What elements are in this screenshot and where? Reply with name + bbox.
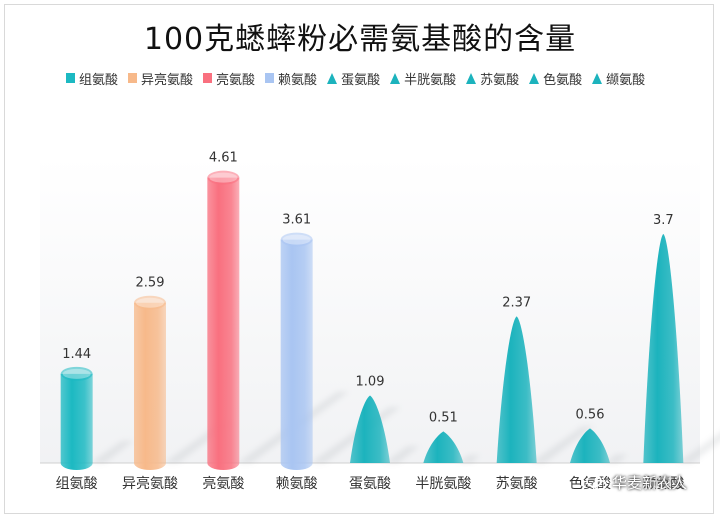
x-tick-label: 亮氨酸 <box>202 475 244 492</box>
legend-swatch <box>66 73 75 83</box>
legend-label: 亮氨酸 <box>216 72 256 88</box>
x-tick-label: 异亮氨酸 <box>122 475 178 492</box>
x-tick-label: 缬氨酸 <box>642 476 684 492</box>
legend-swatch <box>592 72 603 84</box>
bar-shadow <box>677 432 720 463</box>
bar-cap-highlight <box>282 234 311 245</box>
wechat-icon <box>586 474 607 490</box>
legend-swatch <box>529 72 540 84</box>
data-label: 3.7 <box>653 213 674 228</box>
bar-蛋氨酸 <box>350 395 390 463</box>
data-label: 3.61 <box>282 213 311 228</box>
bar-cap <box>134 295 166 310</box>
chart-legend: 组氨酸 异亮氨酸 亮氨酸 赖氨酸 蛋氨酸 半胱氨酸 苏氨酸 色氨酸 缬氨酸 <box>66 68 645 88</box>
legend-label: 半胱氨酸 <box>404 72 457 88</box>
legend-label: 组氨酸 <box>79 72 119 88</box>
bar-shadow <box>384 446 420 463</box>
x-tick-label: 苏氨酸 <box>496 476 538 492</box>
bar-cap <box>207 170 240 185</box>
chart-frame <box>4 4 714 514</box>
legend-item: 色氨酸 <box>529 69 582 88</box>
data-label: 4.61 <box>209 151 238 166</box>
bar-cap-highlight <box>209 172 238 183</box>
legend-item: 苏氨酸 <box>466 69 519 88</box>
bar-苏氨酸 <box>496 316 537 463</box>
chart-title: 100克蟋蟀粉必需氨基酸的含量 <box>143 22 577 57</box>
bar-亮氨酸 <box>207 177 240 471</box>
legend-label: 异亮氨酸 <box>141 72 194 88</box>
bar-cap <box>60 366 93 381</box>
legend-swatch <box>390 72 401 84</box>
legend-item: 赖氨酸 <box>265 69 317 88</box>
legend-item: 半胱氨酸 <box>390 69 456 88</box>
watermark: 华麦新农人 <box>586 472 687 493</box>
bar-shadow <box>530 426 595 463</box>
bar-cap <box>280 232 313 247</box>
bar-赖氨酸 <box>280 239 313 471</box>
legend-label: 蛋氨酸 <box>341 72 381 88</box>
legend-label: 赖氨酸 <box>278 72 318 88</box>
legend-item: 蛋氨酸 <box>327 69 380 88</box>
data-label: 1.44 <box>62 347 91 362</box>
legend-label: 缬氨酸 <box>606 72 646 88</box>
bar-shadow <box>90 440 134 463</box>
bar-异亮氨酸 <box>134 302 166 470</box>
bar-半胱氨酸 <box>423 431 464 463</box>
bar-组氨酸 <box>60 373 93 470</box>
legend-swatch <box>327 72 338 84</box>
bar-缬氨酸 <box>643 234 684 463</box>
bar-cap-highlight <box>62 368 91 379</box>
watermark-text: 华麦新农人 <box>612 474 688 492</box>
data-label: 0.51 <box>429 410 458 425</box>
legend-item: 亮氨酸 <box>203 69 255 88</box>
legend-label: 色氨酸 <box>543 72 583 88</box>
data-label: 2.59 <box>136 276 165 291</box>
legend-swatch <box>466 72 477 84</box>
legend-item: 组氨酸 <box>66 69 118 88</box>
data-label: 2.37 <box>502 295 531 310</box>
x-tick-label: 组氨酸 <box>56 476 98 492</box>
x-tick-label: 半胱氨酸 <box>415 476 471 492</box>
bar-shadow <box>457 455 481 463</box>
legend-swatch <box>128 73 138 83</box>
bar-色氨酸 <box>570 428 610 463</box>
bar-shadow <box>604 454 629 463</box>
legend-label: 苏氨酸 <box>480 72 520 88</box>
legend-swatch <box>265 73 275 83</box>
legend-swatch <box>203 73 213 83</box>
x-tick-label: 赖氨酸 <box>276 476 318 492</box>
bar-cap-highlight <box>136 297 164 308</box>
data-label: 1.09 <box>356 375 385 390</box>
data-label: 0.56 <box>576 407 605 422</box>
legend-item: 缬氨酸 <box>592 69 645 88</box>
legend-item: 异亮氨酸 <box>128 69 193 88</box>
x-tick-label: 蛋氨酸 <box>349 476 391 492</box>
